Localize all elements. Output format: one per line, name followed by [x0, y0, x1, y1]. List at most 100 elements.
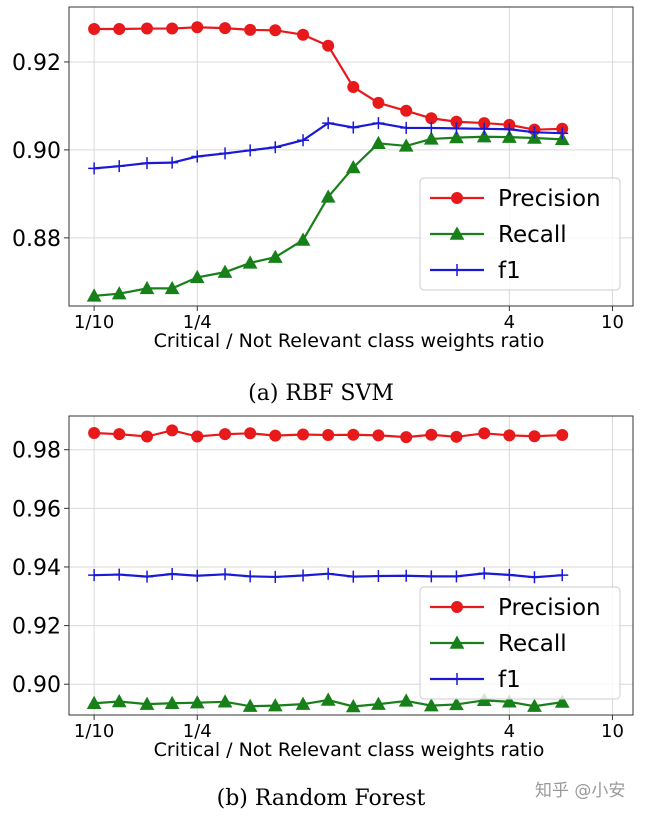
precision-point	[503, 429, 516, 442]
f1-point	[191, 150, 204, 163]
recall-point	[371, 135, 386, 150]
f1-point	[219, 568, 232, 581]
precision-point	[88, 427, 101, 440]
precision-point	[297, 28, 310, 41]
legend-label-f1: f1	[498, 258, 521, 284]
precision-point	[244, 23, 257, 36]
recall-point	[449, 696, 464, 711]
recall-point	[476, 129, 492, 143]
recall-point	[345, 698, 361, 713]
legend-entry-recall: Recall	[430, 631, 567, 657]
recall-point	[189, 695, 205, 709]
recall-point	[449, 130, 464, 144]
f1-point	[269, 141, 282, 154]
f1-point	[400, 569, 413, 582]
legend-entry-f1: f1	[430, 667, 521, 693]
f1-point	[556, 127, 569, 140]
y-tick-label: 0.88	[12, 227, 61, 252]
y-tick-label: 0.92	[12, 615, 61, 640]
f1-point	[244, 570, 257, 583]
f1-point	[372, 117, 385, 130]
y-tick-label: 0.90	[12, 139, 61, 164]
precision-point	[244, 427, 257, 440]
legend-box	[419, 586, 621, 700]
f1-point	[372, 570, 385, 583]
recall-point	[217, 694, 233, 708]
precision-point	[88, 22, 101, 35]
f1-point	[191, 569, 204, 582]
series-recall	[86, 129, 570, 302]
precision-point	[191, 21, 204, 34]
precision-point	[269, 24, 282, 37]
f1-point	[141, 157, 154, 170]
f1-point	[166, 568, 179, 581]
f1-point	[297, 569, 310, 582]
precision-point	[322, 39, 335, 52]
recall-point	[501, 129, 517, 143]
recall-point	[554, 694, 570, 708]
recall-point	[267, 698, 283, 712]
precision-point	[425, 428, 438, 441]
recall-point	[164, 695, 180, 709]
precision-point	[141, 22, 154, 35]
f1-point	[347, 570, 360, 583]
y-axis-ticks: 0.90 0.92 0.94 0.96 0.98	[12, 439, 69, 698]
f1-point	[528, 571, 541, 584]
x-tick-label: 1/4	[183, 721, 212, 742]
legend-label-precision: Precision	[498, 186, 601, 212]
recall-point	[320, 692, 336, 706]
x-tick-label: 1/10	[74, 312, 114, 333]
f1-point	[478, 122, 491, 135]
plot-area-frame	[68, 6, 634, 307]
recall-point	[345, 159, 361, 174]
legend-label-recall: Recall	[498, 631, 567, 657]
precision-point	[166, 424, 179, 437]
y-tick-label: 0.92	[12, 51, 61, 76]
precision-point	[347, 428, 360, 441]
recall-point	[320, 189, 336, 203]
legend-swatch-marker	[451, 673, 463, 685]
legend-label-f1: f1	[498, 667, 521, 693]
x-axis-ticks: 1/10 1/4 4 10	[74, 306, 624, 333]
recall-point	[527, 698, 542, 712]
recall-point	[242, 698, 258, 712]
legend-entry-recall: Recall	[430, 222, 567, 248]
caption: (b) Random Forest	[217, 786, 426, 811]
precision-point	[478, 427, 491, 440]
precision-point	[113, 428, 126, 441]
f1-point	[347, 121, 360, 134]
precision-point	[191, 430, 204, 443]
x-axis-ticks: 1/10 1/4 4 10	[74, 715, 624, 742]
precision-point	[297, 428, 310, 441]
recall-point	[295, 232, 311, 246]
recall-point	[476, 692, 492, 707]
precision-point	[372, 96, 385, 109]
precision-point	[219, 428, 232, 441]
recall-point	[217, 264, 233, 278]
f1-point	[322, 117, 335, 130]
recall-point	[267, 249, 283, 263]
series-recall	[86, 692, 570, 713]
recall-point	[189, 269, 205, 284]
f1-point	[503, 123, 516, 136]
watermark: 知乎 @小安	[535, 781, 625, 801]
f1-point	[528, 126, 541, 139]
f1-point	[219, 147, 232, 160]
legend-entry-precision: Precision	[430, 186, 601, 212]
series-lines	[86, 21, 570, 302]
legend-swatch-marker	[449, 226, 465, 240]
f1-point	[88, 569, 101, 582]
x-axis-label: Critical / Not Relevant class weights ra…	[154, 330, 545, 352]
f1-point	[322, 567, 335, 580]
f1-point	[450, 570, 463, 583]
f1-point	[88, 162, 101, 175]
f1-point	[141, 570, 154, 583]
f1-point	[113, 160, 126, 173]
f1-point	[425, 121, 438, 134]
f1-line	[94, 121, 563, 170]
legend-swatch-marker	[451, 192, 463, 204]
f1-point	[166, 156, 179, 169]
precision-point	[556, 429, 569, 442]
legend-swatch-marker	[449, 635, 465, 649]
